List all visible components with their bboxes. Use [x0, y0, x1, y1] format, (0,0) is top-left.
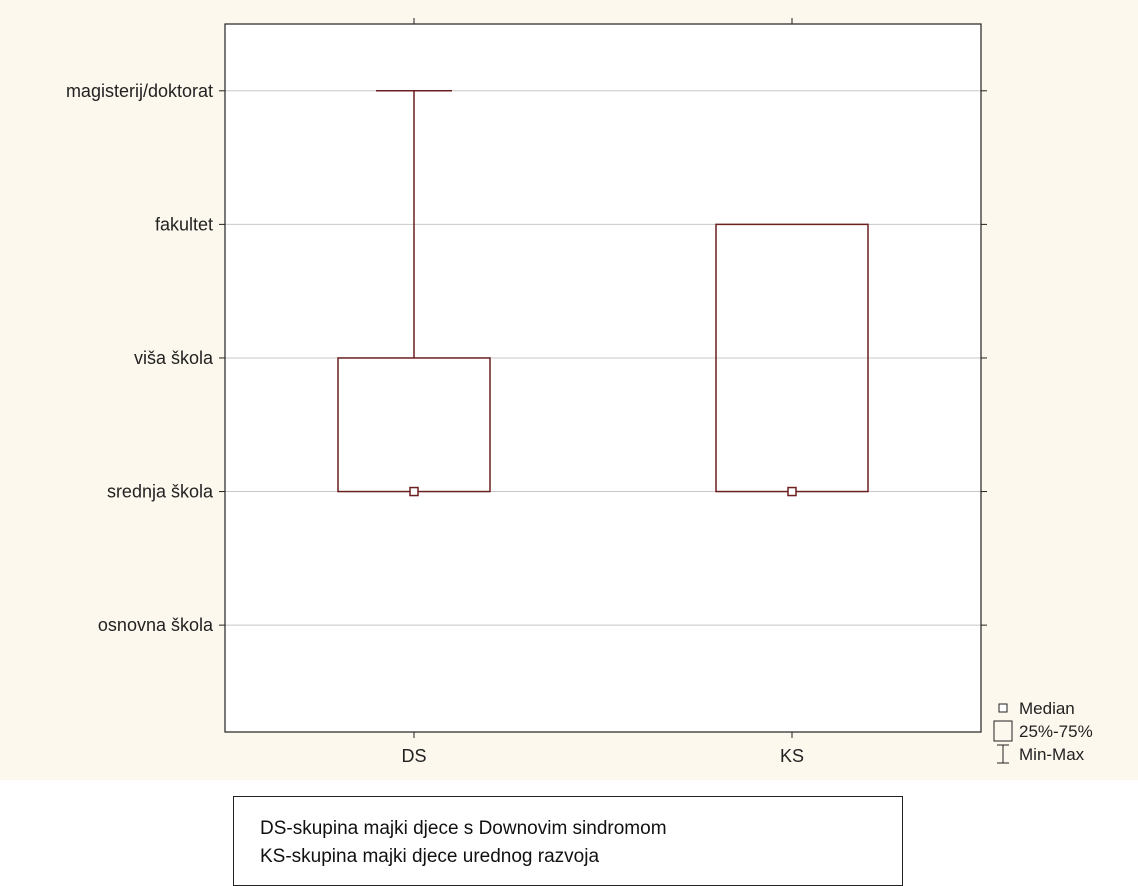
x-tick-label: KS — [780, 746, 804, 766]
legend-note-box: DS-skupina majki djece s Downovim sindro… — [233, 796, 903, 886]
plot-background — [225, 24, 981, 732]
y-tick-label: fakultet — [155, 214, 213, 234]
legend-item-label: Median — [1019, 699, 1075, 718]
y-tick-label: osnovna škola — [98, 615, 214, 635]
legend-box-symbol — [993, 720, 1013, 742]
y-tick-label: magisterij/doktorat — [66, 81, 213, 101]
median-marker-ds — [409, 486, 419, 497]
legend-median-symbol — [998, 703, 1008, 713]
legend-item-label: 25%-75% — [1019, 722, 1093, 741]
x-tick-label: DS — [401, 746, 426, 766]
y-tick-label: srednja škola — [107, 482, 214, 502]
y-tick-label: viša škola — [134, 348, 214, 368]
note-line-ds: DS-skupina majki djece s Downovim sindro… — [260, 818, 667, 839]
box-plot-chart: osnovna škola srednja škola viša škola faku… — [66, 18, 1093, 766]
legend-item-label: Min-Max — [1019, 745, 1085, 764]
median-marker-ks — [787, 486, 797, 497]
plot-frame — [224, 23, 982, 733]
note-line-ks: KS-skupina majki djece urednog razvoja — [260, 846, 600, 867]
